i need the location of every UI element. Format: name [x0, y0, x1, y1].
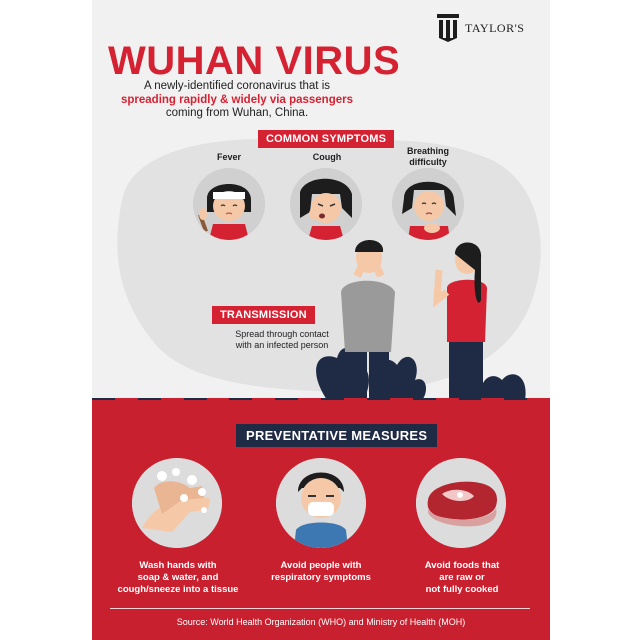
intro-line-1: A newly-identified coronavirus that is: [143, 80, 330, 92]
source-text: Source: World Health Organization (WHO) …: [176, 617, 466, 627]
symptom-label-cough: Cough: [312, 152, 342, 162]
intro-line-3: coming from Wuhan, China.: [165, 107, 309, 119]
intro-text: A newly-identified coronavirus that is s…: [112, 80, 362, 121]
pm-food-line2: are raw or: [439, 572, 485, 583]
hand-washing-illustration: [132, 458, 222, 548]
pm-wash-line3: cough/sneeze into a tissue: [117, 584, 239, 595]
pm-label-avoid-people: Avoid people with respiratory symptoms: [256, 560, 386, 584]
symptom-label-breathing: Breathing difficulty: [398, 146, 458, 168]
symptom-label-breathing-line2: difficulty: [409, 157, 447, 167]
symptom-label-breathing-line1: Breathing: [406, 146, 449, 156]
transmission-heading: TRANSMISSION: [212, 306, 315, 324]
symptoms-heading: COMMON SYMPTOMS: [258, 130, 395, 148]
pm-avoid-line1: Avoid people with: [280, 560, 362, 571]
source-divider: [110, 608, 530, 609]
pm-label-wash-hands: Wash hands with soap & water, and cough/…: [110, 560, 246, 596]
preventative-heading: PREVENTATIVE MEASURES: [236, 424, 438, 447]
transmission-text: Spread through contact with an infected …: [212, 329, 352, 351]
transmission-line-1: Spread through contact: [235, 329, 329, 339]
pm-label-avoid-foods: Avoid foods that are raw or not fully co…: [400, 560, 524, 596]
pm-avoid-line2: respiratory symptoms: [271, 572, 371, 583]
raw-meat-illustration: [416, 458, 506, 548]
mask-person-illustration: [276, 458, 366, 548]
pm-food-line3: not fully cooked: [425, 584, 499, 595]
fever-illustration: [193, 168, 265, 240]
pillar-logo-icon: [437, 14, 459, 42]
people-illustration: [316, 240, 526, 400]
transmission-line-2: with an infected person: [235, 340, 329, 350]
pm-food-line1: Avoid foods that: [424, 560, 500, 571]
intro-line-2: spreading rapidly & widely via passenger…: [120, 93, 353, 106]
pm-wash-line1: Wash hands with: [139, 560, 217, 571]
cough-illustration: [290, 168, 362, 240]
infographic-poster: TAYLOR'S WUHAN VIRUS A newly-identified …: [92, 0, 550, 640]
symptom-label-fever: Fever: [216, 152, 242, 162]
breathing-difficulty-illustration: [392, 168, 464, 240]
taylors-logo: TAYLOR'S: [437, 14, 524, 42]
page-title: WUHAN VIRUS: [108, 39, 401, 83]
pm-wash-line2: soap & water, and: [137, 572, 219, 583]
logo-text: TAYLOR'S: [465, 20, 525, 35]
